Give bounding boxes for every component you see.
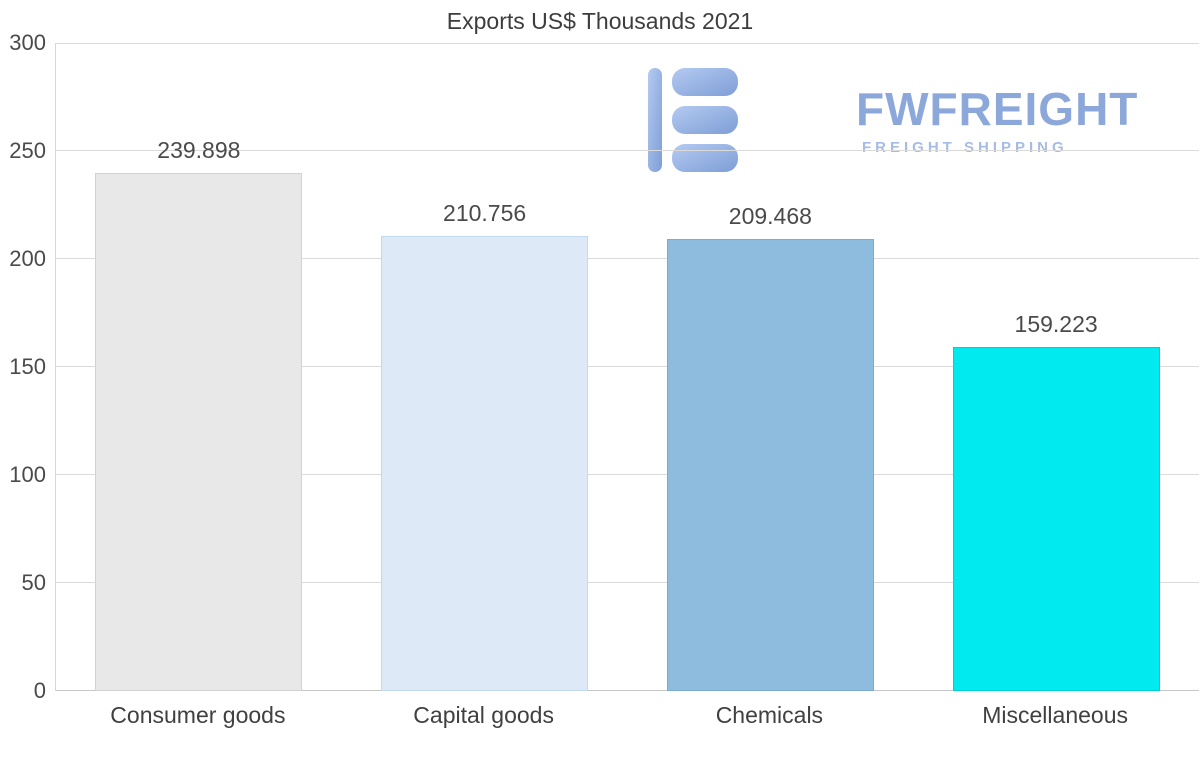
plot-area: 239.898 210.756 209.468 159.223 (55, 43, 1199, 691)
freight-logo-icon (648, 68, 738, 172)
gridline-0 (56, 690, 1199, 691)
bar-consumer-goods (95, 172, 303, 691)
bar-value-label-chemicals: 209.468 (728, 202, 812, 229)
bar-miscellaneous (952, 347, 1160, 691)
gridline-300 (56, 43, 1199, 44)
gridline-50 (56, 582, 1199, 583)
y-tick-label-100: 100 (9, 462, 46, 487)
gridline-100 (56, 474, 1199, 475)
bar-value-label-capital-goods: 210.756 (443, 199, 527, 226)
bar-chemicals (666, 238, 874, 691)
y-tick-label-0: 0 (33, 678, 46, 703)
gridline-150 (56, 366, 1199, 367)
bar-value-label-miscellaneous: 159.223 (1014, 311, 1098, 338)
y-tick-label-50: 50 (21, 570, 46, 595)
y-tick-label-150: 150 (9, 354, 46, 379)
x-tick-label-chemicals: Chemicals (715, 702, 824, 728)
y-tick-label-300: 300 (9, 30, 46, 55)
brand-tagline: FREIGHT SHIPPING (862, 138, 1068, 156)
y-tick-label-200: 200 (9, 246, 46, 271)
x-tick-label-consumer-goods: Consumer goods (110, 702, 286, 728)
x-tick-label-capital-goods: Capital goods (413, 702, 554, 728)
brand-text: FWFREIGHT FREIGHT SHIPPING (856, 85, 1138, 156)
brand-logo: FWFREIGHT FREIGHT SHIPPING (648, 64, 1138, 176)
bar-value-label-consumer-goods: 239.898 (157, 136, 241, 163)
bar-capital-goods (381, 235, 589, 691)
gridline-250 (56, 150, 1199, 151)
y-tick-label-250: 250 (9, 138, 46, 163)
chart-title: Exports US$ Thousands 2021 (446, 8, 754, 34)
gridline-200 (56, 258, 1199, 259)
brand-name: FWFREIGHT (856, 82, 1139, 135)
x-tick-label-miscellaneous: Miscellaneous (982, 702, 1128, 728)
